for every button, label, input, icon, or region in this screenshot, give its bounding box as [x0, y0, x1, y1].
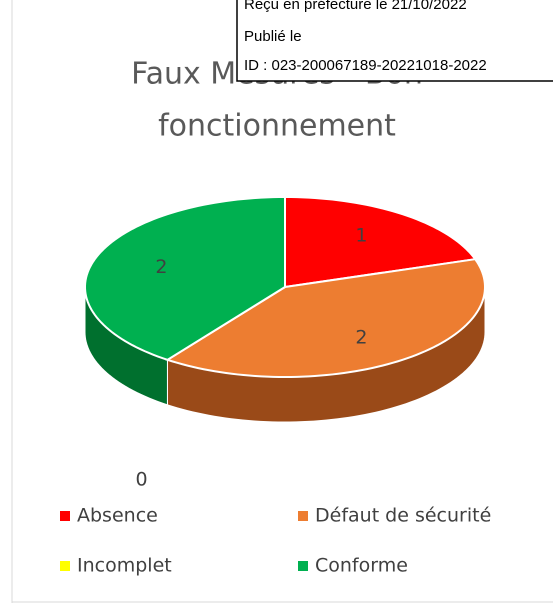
chart-title: fonctionnement — [158, 109, 396, 144]
legend-label: Incomplet — [77, 555, 172, 577]
pie-slice — [165, 258, 486, 379]
legend-label: Absence — [77, 505, 158, 527]
pie: 1 2 0 2 — [84, 195, 486, 490]
stamp-line: Publié le — [244, 28, 302, 45]
legend: Absence Défaut de sécurité Incomplet Confor… — [60, 505, 491, 577]
stamp: Reçu en préfecture le 21/10/2022 Publié … — [236, 0, 553, 82]
stamp-box — [236, 0, 553, 82]
pie-slice — [284, 195, 478, 289]
data-label: 0 — [136, 468, 148, 490]
pie-slice — [84, 195, 286, 361]
stamp-line: ID : 023-200067189-20221018-2022 — [244, 57, 487, 74]
data-label: 2 — [355, 326, 367, 348]
legend-label: Défaut de sécurité — [315, 505, 491, 527]
data-label: 2 — [155, 256, 167, 278]
legend-swatch — [298, 511, 308, 521]
legend-label: Conforme — [315, 555, 408, 577]
legend-swatch — [298, 561, 308, 571]
stamp-line: Reçu en préfecture le 21/10/2022 — [244, 0, 467, 13]
legend-swatch — [60, 561, 70, 571]
legend-swatch — [60, 511, 70, 521]
data-label: 1 — [355, 225, 367, 247]
